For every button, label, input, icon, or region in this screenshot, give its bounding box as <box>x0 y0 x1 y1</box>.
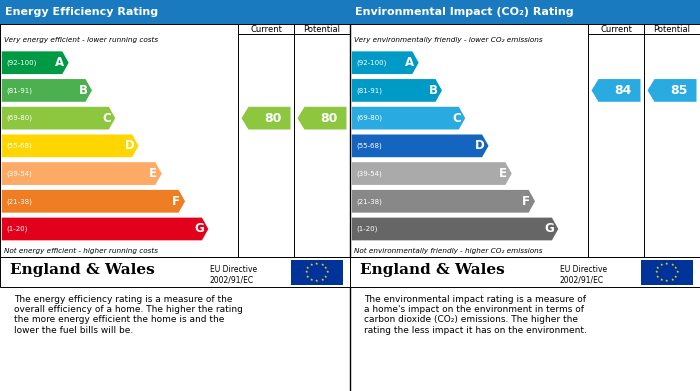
Text: (39-54): (39-54) <box>6 170 32 177</box>
Polygon shape <box>351 51 419 74</box>
Text: ★: ★ <box>674 274 678 279</box>
Text: F: F <box>172 195 181 208</box>
Text: Potential: Potential <box>654 25 690 34</box>
Bar <box>0 0 350 24</box>
Text: The environmental impact rating is a measure of
a home's impact on the environme: The environmental impact rating is a mea… <box>364 295 587 335</box>
Polygon shape <box>351 107 466 129</box>
Polygon shape <box>1 107 116 129</box>
Text: F: F <box>522 195 531 208</box>
Text: ★: ★ <box>304 270 308 274</box>
Text: (21-38): (21-38) <box>356 198 382 204</box>
Polygon shape <box>241 107 290 129</box>
Text: ★: ★ <box>315 262 318 265</box>
Text: ★: ★ <box>671 263 674 267</box>
Bar <box>290 260 343 285</box>
Text: ★: ★ <box>324 274 328 279</box>
Text: ★: ★ <box>654 270 658 274</box>
Text: 85: 85 <box>671 84 687 97</box>
Text: 80: 80 <box>265 112 281 125</box>
Polygon shape <box>1 190 185 213</box>
Text: ★: ★ <box>656 274 659 279</box>
Polygon shape <box>1 51 69 74</box>
Text: (1-20): (1-20) <box>356 226 378 232</box>
Polygon shape <box>1 218 209 240</box>
Polygon shape <box>298 107 346 129</box>
Text: E: E <box>499 167 507 180</box>
Text: EU Directive
2002/91/EC: EU Directive 2002/91/EC <box>210 265 257 284</box>
Bar <box>350 0 700 24</box>
Text: ★: ★ <box>656 266 659 270</box>
Text: (92-100): (92-100) <box>6 59 36 66</box>
Text: (55-68): (55-68) <box>356 143 382 149</box>
Text: C: C <box>452 112 461 125</box>
Text: Very energy efficient - lower running costs: Very energy efficient - lower running co… <box>4 38 158 43</box>
Text: E: E <box>149 167 157 180</box>
Text: EU Directive
2002/91/EC: EU Directive 2002/91/EC <box>560 265 607 284</box>
Polygon shape <box>592 79 640 102</box>
Text: ★: ★ <box>321 263 324 267</box>
Polygon shape <box>1 79 92 102</box>
Text: (92-100): (92-100) <box>356 59 386 66</box>
Text: The energy efficiency rating is a measure of the
overall efficiency of a home. T: The energy efficiency rating is a measur… <box>14 295 243 335</box>
Text: A: A <box>55 56 64 69</box>
Text: England & Wales: England & Wales <box>10 263 155 277</box>
Text: 84: 84 <box>615 84 631 97</box>
Bar <box>640 260 693 285</box>
Text: D: D <box>125 139 134 152</box>
Text: ★: ★ <box>324 266 328 270</box>
Text: (69-80): (69-80) <box>6 115 32 121</box>
Polygon shape <box>648 79 696 102</box>
Text: (21-38): (21-38) <box>6 198 32 204</box>
Text: D: D <box>475 139 484 152</box>
Text: B: B <box>428 84 438 97</box>
Text: Current: Current <box>600 25 632 34</box>
Text: ★: ★ <box>674 266 678 270</box>
Polygon shape <box>1 135 139 157</box>
Text: 80: 80 <box>321 112 337 125</box>
Polygon shape <box>1 162 162 185</box>
Text: G: G <box>195 222 204 235</box>
Text: (55-68): (55-68) <box>6 143 32 149</box>
Bar <box>0 257 350 287</box>
Text: ★: ★ <box>306 266 309 270</box>
Text: ★: ★ <box>306 274 309 279</box>
Text: Very environmentally friendly - lower CO₂ emissions: Very environmentally friendly - lower CO… <box>354 38 542 43</box>
Text: (1-20): (1-20) <box>6 226 28 232</box>
Polygon shape <box>351 79 442 102</box>
Text: ★: ★ <box>671 278 674 282</box>
Text: ★: ★ <box>309 263 313 267</box>
Text: Not energy efficient - higher running costs: Not energy efficient - higher running co… <box>4 248 158 254</box>
Text: ★: ★ <box>315 279 318 283</box>
Polygon shape <box>351 190 535 213</box>
Text: ★: ★ <box>659 278 663 282</box>
Polygon shape <box>351 135 489 157</box>
Text: ★: ★ <box>309 278 313 282</box>
Text: ★: ★ <box>665 262 668 265</box>
Text: ★: ★ <box>665 279 668 283</box>
Polygon shape <box>351 218 559 240</box>
Text: A: A <box>405 56 414 69</box>
Text: (39-54): (39-54) <box>356 170 382 177</box>
Polygon shape <box>351 162 512 185</box>
Text: C: C <box>102 112 111 125</box>
Text: ★: ★ <box>676 270 679 274</box>
Bar <box>350 257 700 287</box>
Text: (81-91): (81-91) <box>356 87 382 94</box>
Text: (69-80): (69-80) <box>356 115 382 121</box>
Text: Potential: Potential <box>304 25 340 34</box>
Text: Energy Efficiency Rating: Energy Efficiency Rating <box>6 7 158 17</box>
Text: G: G <box>545 222 554 235</box>
Text: Not environmentally friendly - higher CO₂ emissions: Not environmentally friendly - higher CO… <box>354 248 542 254</box>
Text: Current: Current <box>250 25 282 34</box>
Text: England & Wales: England & Wales <box>360 263 505 277</box>
Text: ★: ★ <box>326 270 329 274</box>
Text: (81-91): (81-91) <box>6 87 32 94</box>
Text: ★: ★ <box>321 278 324 282</box>
Text: B: B <box>78 84 88 97</box>
Text: ★: ★ <box>659 263 663 267</box>
Text: Environmental Impact (CO₂) Rating: Environmental Impact (CO₂) Rating <box>355 7 574 17</box>
